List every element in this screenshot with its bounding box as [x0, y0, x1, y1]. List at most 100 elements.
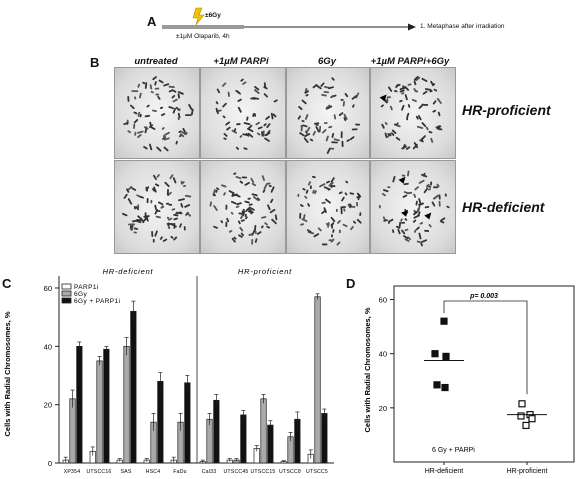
chromosome [424, 229, 430, 232]
chromosome [414, 186, 420, 191]
chromosome [440, 217, 446, 222]
chromosome [432, 100, 437, 105]
data-point [522, 421, 530, 430]
chromosome [130, 227, 134, 230]
radial-arrow-icon [398, 176, 406, 184]
chromosome [274, 214, 278, 221]
chromosome [257, 126, 263, 130]
chromosome [256, 132, 261, 136]
chromosome [347, 203, 351, 209]
chromosome [144, 82, 148, 89]
chromosome [137, 83, 141, 88]
chromosome [318, 125, 322, 133]
chromosome [261, 216, 267, 219]
chromosome [146, 197, 149, 204]
chromosome [159, 106, 164, 110]
chromosome [427, 188, 431, 191]
bar [206, 418, 213, 464]
chromosome [158, 201, 164, 206]
chromosome [162, 134, 167, 139]
chromosome [240, 78, 244, 82]
chromosome [394, 90, 398, 93]
chromosome [416, 226, 420, 231]
chromosome [237, 220, 241, 225]
chromosome [252, 113, 255, 118]
chromosome [404, 85, 410, 91]
chromosome [328, 86, 334, 90]
chromosome [250, 177, 255, 183]
chromosome [251, 193, 258, 197]
chromosome [231, 193, 238, 197]
chromosome [216, 187, 220, 191]
chromosome [179, 223, 182, 228]
chromosome [415, 115, 419, 120]
micrograph-parpi-hr-deficient [200, 160, 286, 254]
chromosome [263, 183, 268, 190]
chromosome [227, 91, 230, 97]
chromosome [416, 125, 424, 129]
chromosome [152, 188, 156, 192]
chromosome [413, 214, 420, 219]
chromosome [168, 203, 173, 206]
chromosome [411, 98, 417, 103]
chromosome [247, 132, 254, 138]
chromosome [412, 219, 417, 223]
chromosome [378, 205, 381, 209]
chromosome [332, 229, 335, 233]
bar [240, 414, 247, 464]
chromosome [299, 212, 302, 219]
scatter-chart-radial-chromosomes: Cells with Radial Chromosomes, % 204060 … [363, 285, 575, 475]
chromosome [238, 212, 244, 215]
chromosome [338, 191, 343, 195]
chromosome [396, 124, 401, 128]
chromosome [399, 99, 403, 103]
chromosome [344, 92, 349, 98]
chromosome [239, 180, 244, 184]
chromosome [437, 111, 441, 117]
chromosome [239, 135, 243, 138]
chromosome [127, 130, 132, 134]
chromosome [262, 189, 266, 193]
row-label-hr-proficient: HR-proficient [462, 102, 551, 118]
chromosome [133, 118, 139, 124]
chromosome [270, 186, 275, 193]
chromosome [344, 192, 348, 196]
chromosome [340, 131, 343, 139]
chromosome [136, 194, 141, 198]
chromosome [158, 79, 164, 84]
chromosome [413, 193, 417, 198]
chromosome [175, 211, 183, 215]
micrograph-6gy-hr-deficient [286, 160, 370, 254]
chart-c-group-hr-proficient: HR-proficient [238, 267, 292, 276]
chromosome [152, 76, 157, 81]
x-tick-label: HSC4 [146, 469, 161, 475]
chromosome [303, 124, 308, 128]
chromosome [315, 126, 320, 133]
chromosome [438, 125, 441, 131]
chromosome [421, 122, 427, 127]
chromosome [222, 102, 227, 108]
chromosome [346, 139, 350, 142]
chromosome [413, 75, 419, 81]
bar [260, 398, 267, 464]
chromosome [351, 205, 356, 208]
chromosome [245, 216, 248, 220]
chromosome [133, 123, 136, 129]
chromosome [167, 222, 170, 226]
chromosome [426, 183, 430, 188]
panel-c-letter: C [2, 276, 12, 291]
chromosome [212, 194, 216, 197]
chromosome [235, 175, 242, 180]
x-tick-label: Cal33 [202, 469, 217, 475]
x-tick-label: UTSCC45 [223, 469, 248, 475]
chromosome [428, 130, 433, 134]
chromosome [307, 181, 311, 186]
chromosome [239, 226, 244, 232]
chromosome [178, 130, 182, 134]
chromosome [161, 113, 166, 117]
panel-b-letter: B [90, 55, 100, 70]
chromosome [399, 89, 405, 93]
chromosome [398, 221, 402, 229]
chromosome [161, 126, 165, 130]
chromosome [143, 126, 149, 130]
